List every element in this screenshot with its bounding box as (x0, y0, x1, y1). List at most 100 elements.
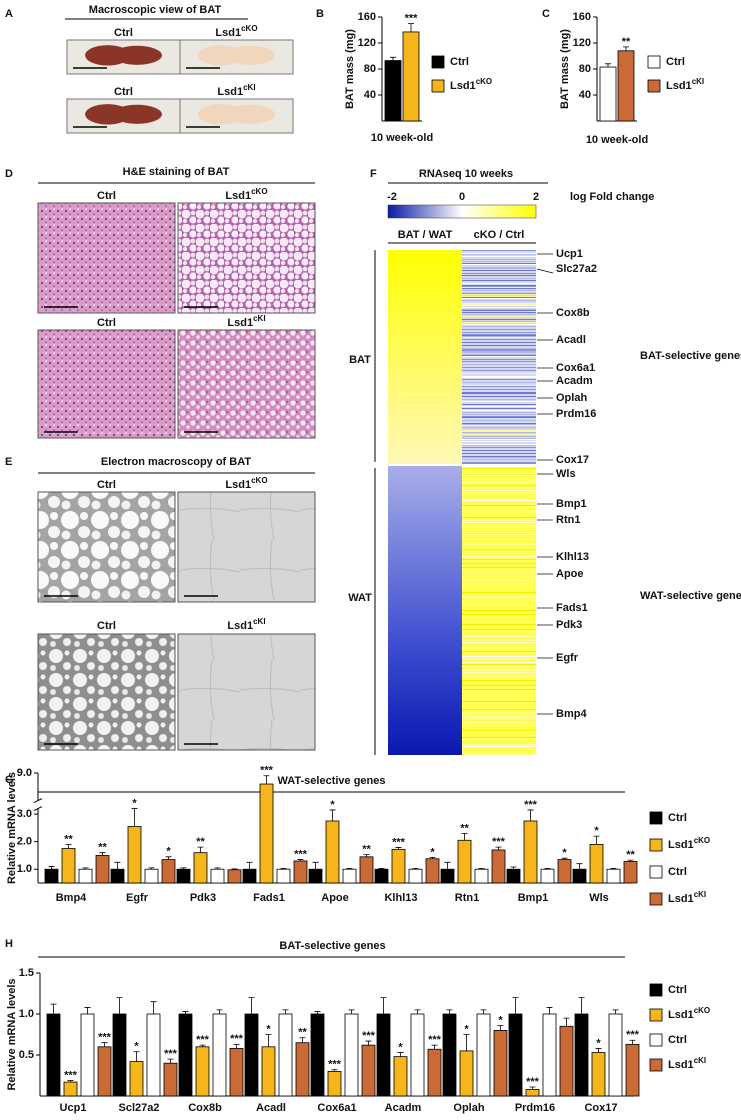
bar (144, 868, 159, 884)
image-label: Ctrl (114, 27, 133, 39)
heatmap-stripe (462, 392, 536, 393)
heatmap-stripe (462, 259, 536, 260)
heatmap-stripe (462, 300, 536, 301)
tissue (225, 104, 275, 124)
error-bar (510, 866, 517, 870)
chart-title: WAT-selective genes (277, 775, 385, 787)
bar (112, 1013, 127, 1097)
error-bar (329, 809, 336, 821)
y-tick-label: 3.0 (17, 808, 32, 820)
error-bar (214, 867, 221, 870)
heatmap-stripe (462, 286, 536, 287)
bar (129, 1061, 144, 1097)
bar (557, 859, 572, 884)
column-label: BAT / WAT (398, 229, 453, 241)
error-bar (627, 859, 634, 862)
error-bar (197, 846, 204, 853)
error-bar (414, 1009, 421, 1014)
legend-label: Ctrl (668, 866, 687, 878)
bar (589, 844, 604, 884)
heatmap-stripe (462, 319, 536, 320)
significance: *** (164, 1048, 178, 1060)
gene-label: Oplah (556, 392, 587, 404)
significance: * (132, 797, 137, 809)
bar (625, 1043, 640, 1097)
heatmap-stripe (462, 712, 536, 713)
heatmap-stripe (462, 396, 536, 397)
heatmap-stripe (462, 649, 536, 650)
heatmap-stripe (462, 490, 536, 491)
gene-label: Cox17 (556, 454, 589, 466)
heatmap-stripe (462, 631, 536, 632)
heatmap-stripe (462, 511, 536, 512)
x-tick-label: Klhl13 (384, 892, 417, 904)
error-bar (265, 1034, 272, 1047)
error-bar (299, 1037, 306, 1043)
heatmap-stripe (462, 553, 536, 554)
bar (540, 868, 555, 884)
error-bar (131, 808, 138, 827)
photo (177, 329, 316, 439)
heatmap-stripe (462, 505, 536, 506)
heatmap-stripe (462, 356, 536, 357)
photo (37, 633, 176, 751)
error-bar (312, 861, 319, 870)
axis-break (33, 806, 43, 812)
heatmap-stripe (462, 563, 536, 564)
error-bar (99, 852, 106, 856)
panel-letter: B (316, 8, 324, 20)
error-bar (65, 844, 72, 849)
bar (163, 1062, 178, 1097)
heatmap-stripe (462, 280, 536, 281)
heatmap-stripe (462, 322, 536, 323)
heatmap-stripe (462, 439, 536, 440)
heatmap-cell (388, 250, 462, 464)
heatmap-stripe (462, 355, 536, 356)
heatmap-stripe (462, 385, 536, 386)
heatmap-stripe (462, 342, 536, 343)
legend-label: Lsd1cKO (668, 836, 710, 851)
heatmap-stripe (462, 294, 536, 295)
image-label: Ctrl (114, 86, 133, 98)
heatmap-stripe (462, 482, 536, 483)
y-axis-label: Relative mRNA levels (6, 772, 18, 884)
error-bar (48, 866, 55, 870)
bar (608, 1013, 623, 1097)
heatmap-stripe (462, 297, 536, 298)
heatmap-stripe (462, 699, 536, 700)
bar (523, 820, 538, 884)
heatmap-stripe (462, 479, 536, 480)
heatmap-stripe (462, 401, 536, 402)
heatmap-stripe (462, 556, 536, 557)
heatmap-stripe (462, 456, 536, 457)
tissue (112, 104, 162, 124)
heatmap-stripe (462, 592, 536, 593)
heatmap-stripe (462, 303, 536, 304)
x-tick-label: Ucp1 (60, 1102, 87, 1114)
bar (342, 868, 357, 884)
heatmap-stripe (462, 444, 536, 445)
heatmap-stripe (462, 603, 536, 604)
heatmap-stripe (462, 746, 536, 747)
heatmap-stripe (462, 725, 536, 726)
heatmap-stripe (462, 672, 536, 673)
significance: *** (260, 765, 274, 777)
bar (78, 868, 93, 884)
significance: ** (196, 836, 205, 848)
heatmap-stripe (462, 370, 536, 371)
heatmap-stripe (462, 525, 536, 526)
bar (146, 1013, 161, 1097)
significance: * (166, 846, 171, 858)
heatmap-stripe (462, 351, 536, 352)
bar (193, 852, 208, 884)
panel-title: Macroscopic view of BAT (89, 4, 222, 16)
heatmap-stripe (462, 701, 536, 702)
bar (176, 868, 191, 884)
error-bar (593, 835, 600, 845)
error-bar (412, 867, 419, 870)
gene-label: Bmp4 (556, 708, 587, 720)
bar (227, 869, 242, 884)
heatmap-stripe (462, 450, 536, 451)
